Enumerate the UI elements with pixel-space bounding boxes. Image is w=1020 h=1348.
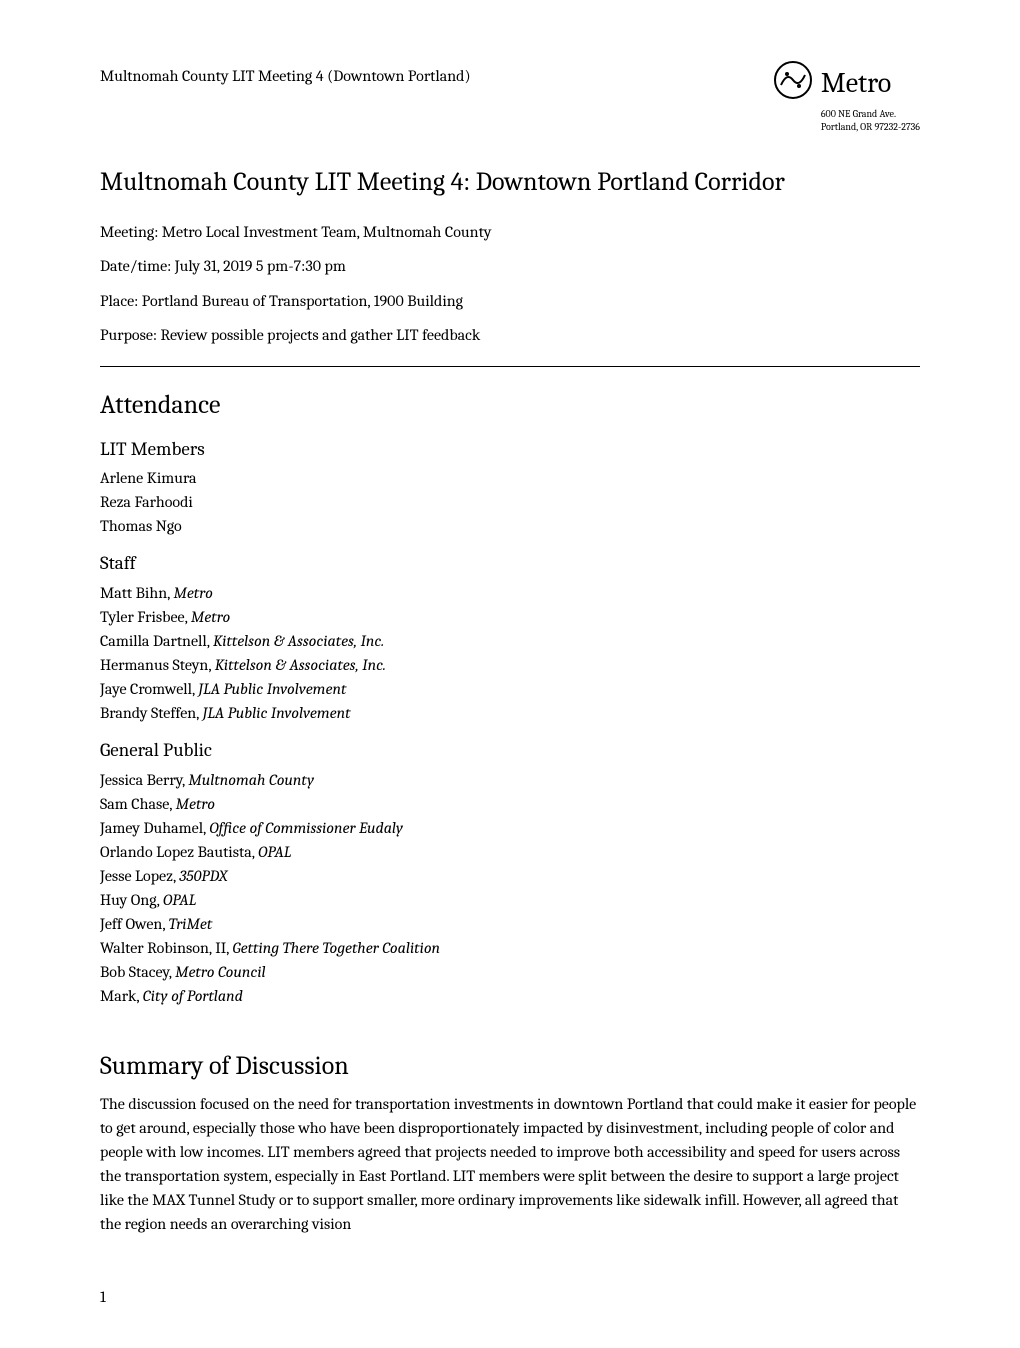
person-name: Reza Farhoodi (100, 493, 193, 511)
person-line: Reza Farhoodi (100, 490, 920, 514)
meta-datetime: Date/time: July 31, 2019 5 pm-7:30 pm (100, 255, 920, 277)
divider (100, 366, 920, 367)
person-line: Arlene Kimura (100, 466, 920, 490)
document-title: Multnomah County LIT Meeting 4: Downtown… (100, 164, 920, 200)
meta-purpose: Purpose: Review possible projects and ga… (100, 324, 920, 346)
logo-address: 600 NE Grand Ave. Portland, OR 97232-273… (821, 108, 920, 134)
person-name: Bob Stacey, (100, 963, 175, 981)
person-line: Walter Robinson, II, Getting There Toget… (100, 936, 920, 960)
page-number: 1 (100, 1286, 920, 1308)
meta-meeting: Meeting: Metro Local Investment Team, Mu… (100, 221, 920, 243)
logo-row: Metro (773, 60, 891, 106)
lit-members-heading: LIT Members (100, 436, 920, 463)
person-affiliation: Getting There Together Coalition (233, 939, 441, 957)
person-name: Thomas Ngo (100, 517, 182, 535)
header-left-text: Multnomah County LIT Meeting 4 (Downtown… (100, 60, 471, 87)
person-name: Walter Robinson, II, (100, 939, 233, 957)
person-affiliation: 350PDX (179, 867, 227, 885)
person-affiliation: JLA Public Involvement (203, 704, 351, 722)
person-name: Huy Ong, (100, 891, 163, 909)
lit-members-list: Arlene Kimura Reza Farhoodi Thomas Ngo (100, 466, 920, 538)
person-line: Sam Chase, Metro (100, 792, 920, 816)
person-name: Mark, (100, 987, 143, 1005)
person-affiliation: Kittelson & Associates, Inc. (215, 656, 386, 674)
meta-place: Place: Portland Bureau of Transportation… (100, 290, 920, 312)
person-line: Jamey Duhamel, Office of Commissioner Eu… (100, 816, 920, 840)
person-line: Jaye Cromwell, JLA Public Involvement (100, 677, 920, 701)
person-affiliation: Office of Commissioner Eudaly (209, 819, 403, 837)
person-affiliation: Multnomah County (188, 771, 314, 789)
staff-heading: Staff (100, 550, 920, 577)
person-affiliation: Metro (191, 608, 230, 626)
person-name: Jamey Duhamel, (100, 819, 209, 837)
person-line: Matt Bihn, Metro (100, 581, 920, 605)
person-affiliation: OPAL (258, 843, 291, 861)
person-line: Brandy Steffen, JLA Public Involvement (100, 701, 920, 725)
person-line: Jeff Owen, TriMet (100, 912, 920, 936)
person-name: Hermanus Steyn, (100, 656, 215, 674)
public-heading: General Public (100, 737, 920, 764)
person-name: Jesse Lopez, (100, 867, 179, 885)
logo-container: Metro 600 NE Grand Ave. Portland, OR 972… (773, 60, 920, 134)
document-header: Multnomah County LIT Meeting 4 (Downtown… (100, 60, 920, 134)
person-name: Jaye Cromwell, (100, 680, 198, 698)
logo-text: Metro (821, 64, 891, 103)
person-name: Jessica Berry, (100, 771, 188, 789)
person-affiliation: JLA Public Involvement (198, 680, 346, 698)
person-name: Matt Bihn, (100, 584, 173, 602)
summary-heading: Summary of Discussion (100, 1048, 920, 1084)
public-list: Jessica Berry, Multnomah County Sam Chas… (100, 768, 920, 1008)
person-name: Arlene Kimura (100, 469, 197, 487)
staff-list: Matt Bihn, Metro Tyler Frisbee, Metro Ca… (100, 581, 920, 725)
person-line: Jesse Lopez, 350PDX (100, 864, 920, 888)
person-line: Orlando Lopez Bautista, OPAL (100, 840, 920, 864)
person-name: Brandy Steffen, (100, 704, 203, 722)
person-affiliation: Metro (173, 584, 212, 602)
person-line: Mark, City of Portland (100, 984, 920, 1008)
person-line: Huy Ong, OPAL (100, 888, 920, 912)
address-line-2: Portland, OR 97232-2736 (821, 121, 920, 134)
person-line: Thomas Ngo (100, 514, 920, 538)
address-line-1: 600 NE Grand Ave. (821, 108, 920, 121)
person-name: Sam Chase, (100, 795, 176, 813)
person-name: Tyler Frisbee, (100, 608, 191, 626)
person-affiliation: OPAL (163, 891, 196, 909)
person-line: Hermanus Steyn, Kittelson & Associates, … (100, 653, 920, 677)
person-line: Tyler Frisbee, Metro (100, 605, 920, 629)
person-affiliation: Metro (176, 795, 215, 813)
person-affiliation: City of Portland (143, 987, 243, 1005)
person-affiliation: TriMet (169, 915, 213, 933)
metro-logo-icon (773, 60, 813, 106)
summary-body: The discussion focused on the need for t… (100, 1092, 920, 1236)
person-affiliation: Metro Council (175, 963, 266, 981)
person-line: Bob Stacey, Metro Council (100, 960, 920, 984)
person-line: Jessica Berry, Multnomah County (100, 768, 920, 792)
person-name: Camilla Dartnell, (100, 632, 213, 650)
person-line: Camilla Dartnell, Kittelson & Associates… (100, 629, 920, 653)
person-name: Orlando Lopez Bautista, (100, 843, 258, 861)
attendance-heading: Attendance (100, 387, 920, 423)
person-name: Jeff Owen, (100, 915, 169, 933)
person-affiliation: Kittelson & Associates, Inc. (213, 632, 384, 650)
